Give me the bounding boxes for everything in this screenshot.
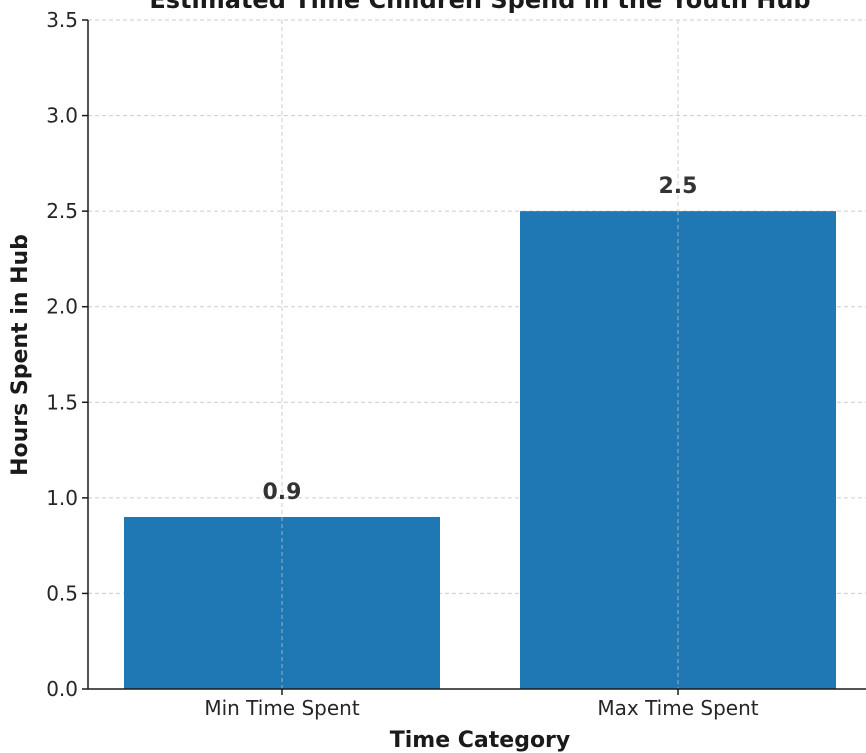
x-tick-label: Max Time Spent bbox=[597, 696, 758, 720]
y-axis-label: Hours Spent in Hub bbox=[8, 234, 33, 476]
data-label: 2.5 bbox=[659, 174, 698, 199]
grid-lines bbox=[88, 19, 866, 689]
data-label: 0.9 bbox=[263, 480, 302, 505]
bars bbox=[124, 211, 836, 689]
y-tick-label: 0.0 bbox=[46, 677, 78, 701]
x-axis-label: Time Category bbox=[390, 728, 571, 753]
y-tick-label: 3.5 bbox=[46, 8, 78, 32]
y-ticks: 0.0 0.5 1.0 1.5 2.0 2.5 3.0 3.5 bbox=[46, 8, 88, 701]
y-tick-label: 2.0 bbox=[46, 295, 78, 319]
y-tick-label: 3.0 bbox=[46, 104, 78, 128]
y-tick-label: 1.0 bbox=[46, 486, 78, 510]
axes bbox=[87, 20, 866, 690]
y-tick-label: 1.5 bbox=[46, 390, 78, 414]
y-tick-label: 0.5 bbox=[46, 581, 78, 605]
x-ticks: Min Time Spent Max Time Spent bbox=[204, 689, 759, 720]
data-labels: 0.9 2.5 bbox=[263, 174, 698, 505]
y-tick-label: 2.5 bbox=[46, 199, 78, 223]
chart-title: Estimated Time Children Spend in the You… bbox=[149, 0, 810, 14]
x-tick-label: Min Time Spent bbox=[204, 696, 360, 720]
